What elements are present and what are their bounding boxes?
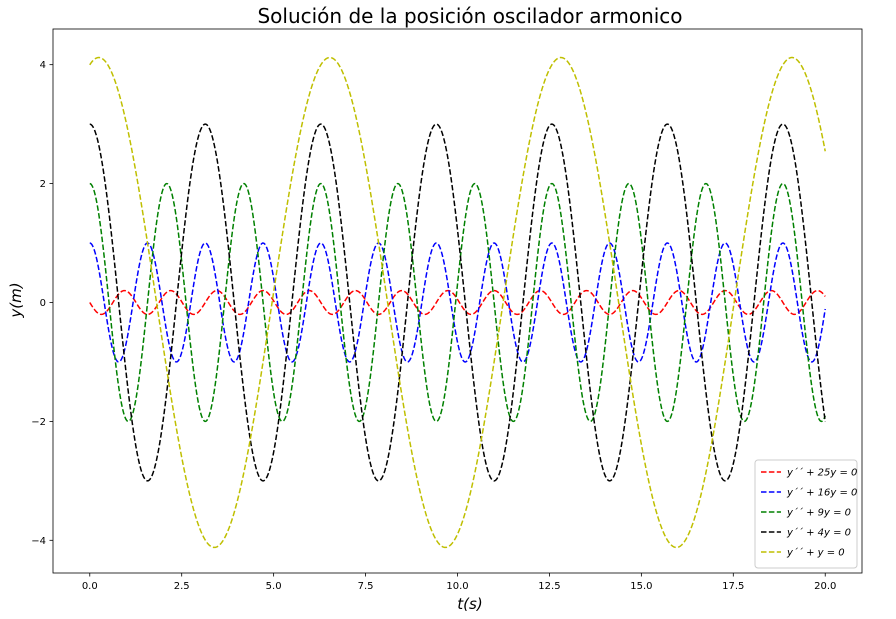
series-line-5 — [89, 56, 826, 549]
series-line-2 — [89, 242, 826, 363]
x-tick-label: 0.0 — [82, 581, 98, 592]
y-tick-label: 0 — [40, 298, 46, 309]
legend-label-2: y´´ + 16y = 0 — [786, 487, 857, 499]
y-tick-label: −2 — [31, 417, 46, 428]
x-tick-label: 17.5 — [722, 581, 744, 592]
chart-title: Solución de la posición oscilador armoni… — [257, 4, 682, 28]
x-tick-label: 20.0 — [814, 581, 836, 592]
x-axis-label: t(s) — [457, 595, 482, 613]
series-line-3 — [89, 182, 826, 423]
x-tick-label: 5.0 — [266, 581, 282, 592]
legend-label-4: y´´ + 4y = 0 — [786, 527, 851, 539]
x-tick-label: 15.0 — [630, 581, 652, 592]
series-line-4 — [89, 123, 826, 482]
y-tick-label: −4 — [31, 536, 46, 547]
y-axis-label: y(m) — [7, 282, 25, 318]
y-tick-label: 2 — [40, 179, 46, 190]
x-tick-label: 2.5 — [174, 581, 190, 592]
x-tick-label: 7.5 — [358, 581, 374, 592]
y-tick-label: 4 — [40, 60, 46, 71]
legend-label-5: y´´ + y = 0 — [786, 547, 845, 559]
legend-label-3: y´´ + 9y = 0 — [786, 507, 851, 519]
legend-box — [754, 459, 858, 569]
plot-frame — [52, 28, 863, 574]
x-axis: 0.0 2.5 5.0 7.5 10.0 12.5 15.0 17.5 20.0 — [82, 573, 836, 592]
x-tick-label: 10.0 — [446, 581, 468, 592]
plot-area — [52, 28, 863, 574]
y-axis: −4 −2 0 2 4 — [31, 60, 53, 547]
series-lines — [89, 56, 826, 549]
legend: y´´ + 25y = 0 y´´ + 16y = 0 y´´ + 9y = 0 y´… — [754, 459, 858, 569]
series-line-1 — [89, 289, 826, 316]
x-tick-label: 12.5 — [538, 581, 560, 592]
legend-label-1: y´´ + 25y = 0 — [786, 467, 857, 479]
